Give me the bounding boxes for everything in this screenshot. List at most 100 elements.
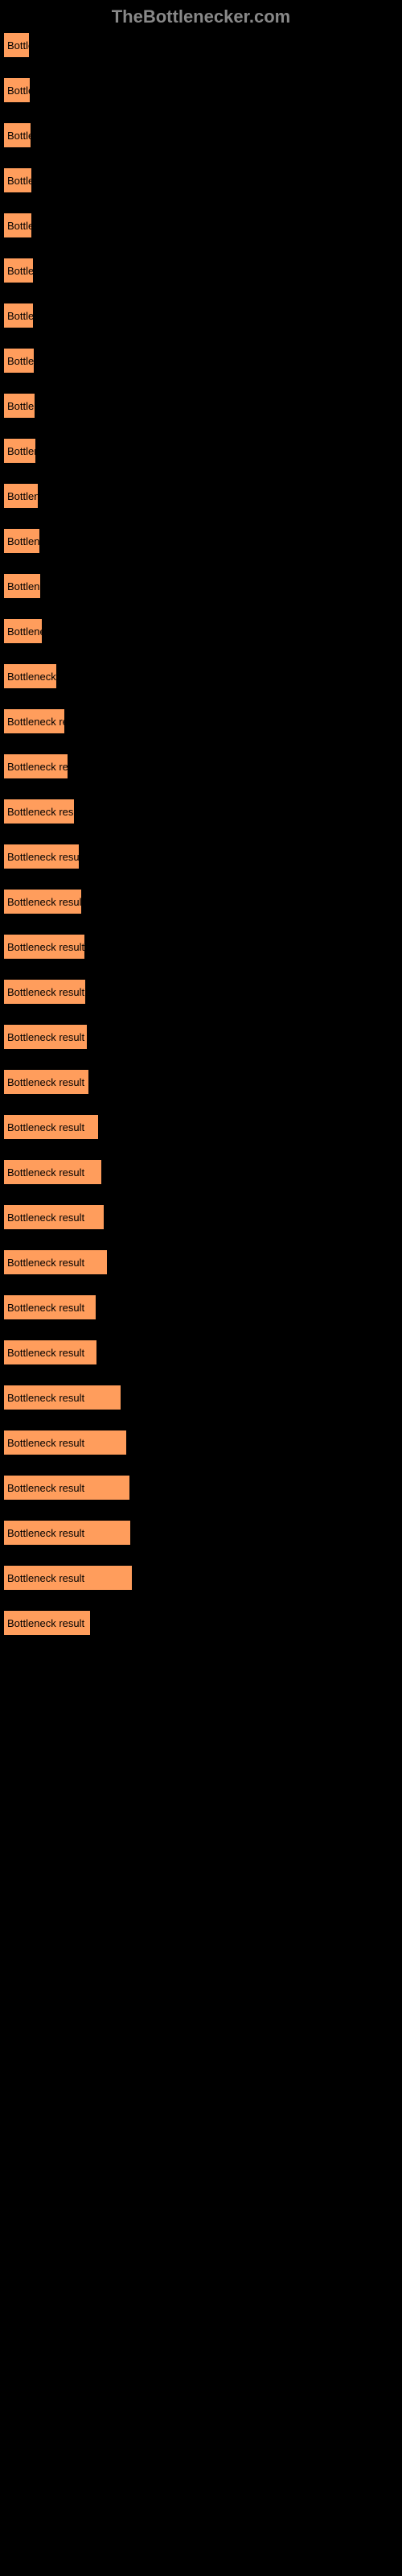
bar-wrap: Bottleneck result (3, 573, 399, 599)
bar-text: Bottleneck result (7, 896, 82, 908)
bar: Bottleneck result (3, 1204, 105, 1230)
bar: Bottleneck result (3, 77, 31, 103)
bar-row: Bottleneck result (3, 844, 399, 869)
bar: Bottleneck result (3, 979, 86, 1005)
bar-row: Bottleneck result (3, 889, 399, 914)
bar-text: Bottleneck result (7, 1347, 84, 1359)
bar-wrap: Bottleneck result4 (3, 1475, 399, 1501)
bar-row: Bottleneck result (3, 1294, 399, 1320)
bar: Bottleneck result (3, 1114, 99, 1140)
bar-row: Bottleneck result (3, 528, 399, 554)
bar-wrap: Bottleneck result (3, 167, 399, 193)
bar-text: Bottleneck result (7, 355, 35, 367)
bar-wrap: Bottleneck result (3, 393, 399, 419)
bar: Bottleneck result (3, 32, 30, 58)
bar-wrap: Bottleneck result (3, 122, 399, 148)
bar-wrap: Bottleneck result (3, 1340, 399, 1365)
bottleneck-chart: Bottleneck result Bottleneck result Bottle… (0, 32, 402, 1636)
bar: Bottleneck result (3, 708, 65, 734)
bar-text: Bottleneck result (7, 1166, 84, 1179)
bar-wrap: Bottleneck result (3, 1114, 399, 1140)
bar-row: Bottleneck result 4 (3, 1385, 399, 1410)
bar-text: Bottleneck result (7, 986, 84, 998)
bar-text: Bottleneck result (7, 535, 40, 547)
bar: Bottleneck result (3, 1024, 88, 1050)
bar-text: Bottleneck result (7, 1212, 84, 1224)
bar: Bottleneck result (3, 889, 82, 914)
bar: Bottleneck result (3, 1385, 121, 1410)
bar-row: Bottleneck result (3, 122, 399, 148)
bar: Bottleneck result (3, 753, 68, 779)
bar-wrap: Bottleneck result (3, 1204, 399, 1230)
bar: Bottleneck result (3, 799, 75, 824)
bar-row: Bottleneck result4 (3, 1520, 399, 1546)
bar-text: Bottleneck result (7, 310, 34, 322)
bar-row: Bottleneck result (3, 618, 399, 644)
bar-text: Bottleneck result (7, 1527, 84, 1539)
bar-text: Bottleneck result (7, 806, 75, 818)
bar: Bottleneck result (3, 844, 80, 869)
bar-wrap: Bottleneck result (3, 618, 399, 644)
bar-wrap: Bottleneck result (3, 77, 399, 103)
bar-row: Bottleneck result (3, 303, 399, 328)
bar-text: Bottleneck result (7, 1031, 84, 1043)
bar-text: Bottleneck result (7, 1257, 84, 1269)
bar: Bottleneck result (3, 167, 32, 193)
bar: Bottleneck result (3, 303, 34, 328)
bar-value: 4 (121, 1385, 130, 1410)
bar: Bottleneck result (3, 573, 41, 599)
bar-wrap: Bottleneck result (3, 1610, 399, 1636)
bar-wrap: Bottleneck result (3, 889, 399, 914)
bar: Bottleneck result (3, 258, 34, 283)
bar-text: Bottleneck result (7, 1392, 84, 1404)
bar-row: Bottleneck result (3, 1610, 399, 1636)
bar-wrap: Bottleneck result (3, 708, 399, 734)
bar: Bottleneck result (3, 528, 40, 554)
bar: Bottleneck result (3, 1340, 97, 1365)
bar-row: Bottleneck result (3, 348, 399, 374)
bar: Bottleneck result (3, 1520, 131, 1546)
bar: Bottleneck result (3, 348, 35, 374)
bar-wrap: Bottleneck result 4 (3, 1430, 399, 1455)
bar: Bottleneck result (3, 1249, 108, 1275)
bar: Bottleneck result (3, 1159, 102, 1185)
bar-value: 4 (130, 1475, 139, 1501)
bar-row: Bottleneck result (3, 77, 399, 103)
bar-text: Bottleneck result (7, 400, 35, 412)
bar-wrap: Bottleneck result (3, 663, 399, 689)
bar-row: Bottleneck result (3, 258, 399, 283)
bar-value: 4 (127, 1430, 136, 1455)
bar-row: Bottleneck result (3, 167, 399, 193)
bar-wrap: Bottleneck result (3, 799, 399, 824)
bar-row: Bottleneck result (3, 1069, 399, 1095)
bar-wrap: Bottleneck result (3, 438, 399, 464)
bar-text: Bottleneck result (7, 1437, 84, 1449)
bar-text: Bottleneck result (7, 490, 39, 502)
bar: Bottleneck result (3, 483, 39, 509)
bar: Bottleneck result (3, 213, 32, 238)
bar: Bottleneck result (3, 663, 57, 689)
bar-row: Bottleneck result (3, 1159, 399, 1185)
bar-wrap: Bottleneck result44 (3, 1565, 399, 1591)
bar-text: Bottleneck result (7, 220, 32, 232)
bar: Bottleneck result (3, 934, 85, 960)
bar-row: Bottleneck result (3, 663, 399, 689)
bar-row: Bottleneck result44 (3, 1565, 399, 1591)
bar-wrap: Bottleneck result (3, 934, 399, 960)
bar-row: Bottleneck result (3, 32, 399, 58)
bar-wrap: Bottleneck result (3, 32, 399, 58)
bar: Bottleneck result (3, 1430, 127, 1455)
bar-text: Bottleneck result (7, 1572, 84, 1584)
bar-text: Bottleneck result (7, 580, 41, 592)
bar-row: Bottleneck result (3, 1114, 399, 1140)
bar-text: Bottleneck result (7, 761, 68, 773)
bar-text: Bottleneck result (7, 625, 43, 638)
bar-wrap: Bottleneck result (3, 1249, 399, 1275)
bar-row: Bottleneck result (3, 753, 399, 779)
bar-wrap: Bottleneck result (3, 844, 399, 869)
bar-text: Bottleneck result (7, 851, 80, 863)
bar-wrap: Bottleneck result (3, 483, 399, 509)
bar-text: Bottleneck result (7, 941, 84, 953)
bar-row: Bottleneck result (3, 1249, 399, 1275)
bar-wrap: Bottleneck result (3, 979, 399, 1005)
